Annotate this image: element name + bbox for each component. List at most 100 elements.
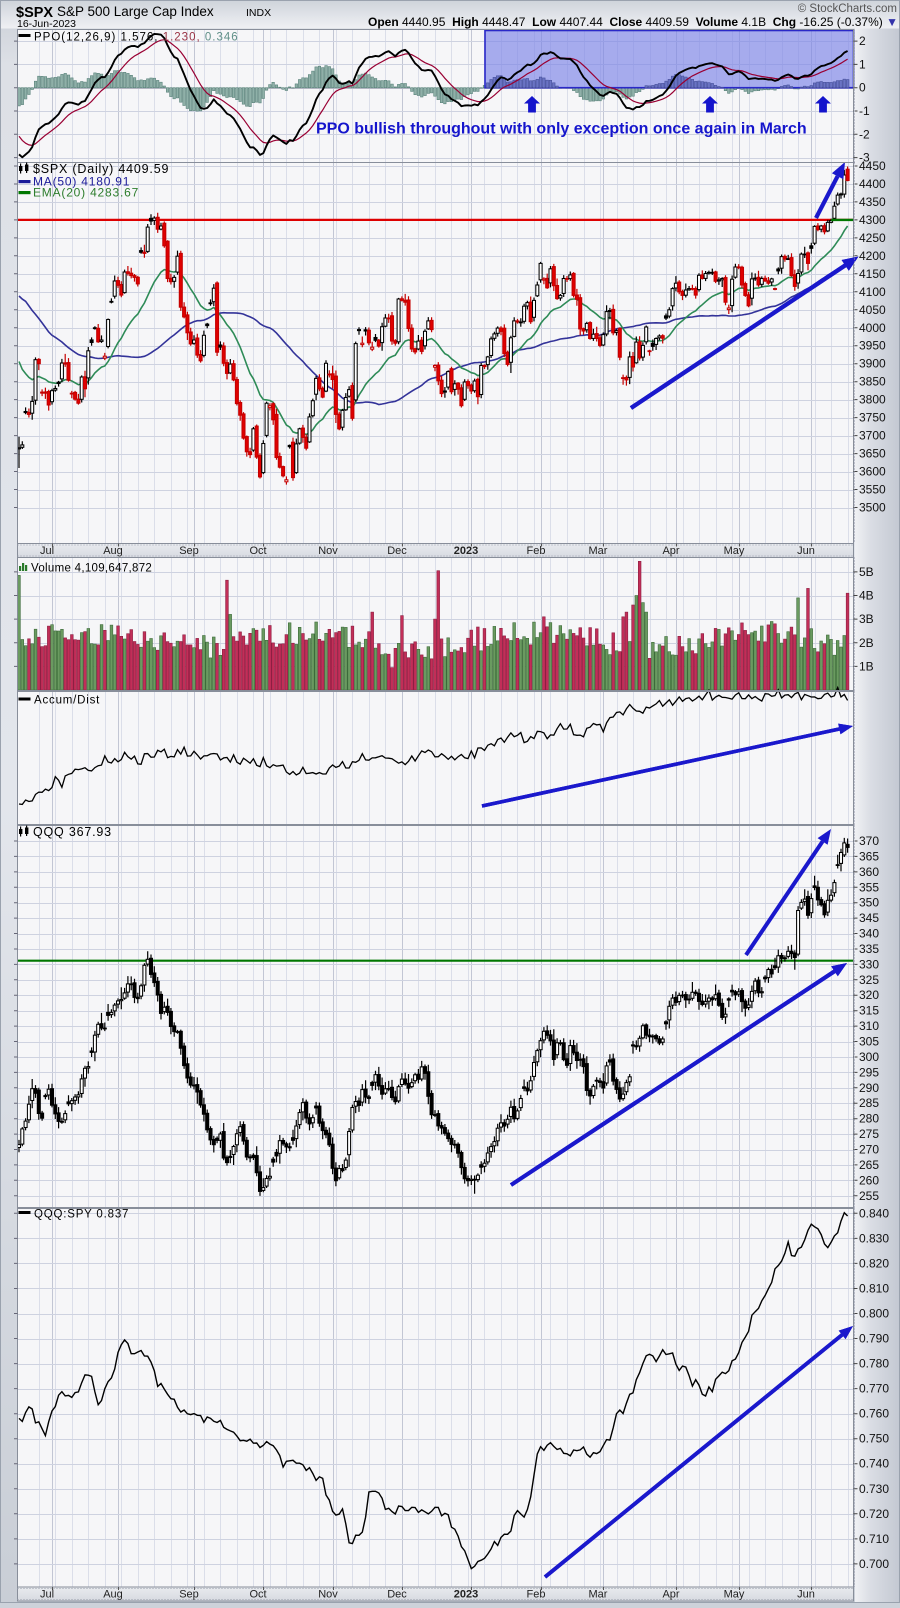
svg-text:345: 345 (859, 911, 879, 925)
svg-text:3800: 3800 (859, 393, 886, 407)
svg-text:3700: 3700 (859, 429, 886, 443)
svg-text:2023: 2023 (454, 545, 478, 557)
svg-text:0.730: 0.730 (859, 1482, 889, 1496)
svg-text:Mar: Mar (589, 1589, 608, 1601)
svg-text:4000: 4000 (859, 321, 886, 335)
svg-text:Jun: Jun (797, 1589, 815, 1601)
svg-text:3500: 3500 (859, 501, 886, 515)
svg-text:Sep: Sep (179, 1589, 199, 1601)
svg-text:335: 335 (859, 942, 879, 956)
svg-text:0.810: 0.810 (859, 1282, 889, 1296)
svg-text:4100: 4100 (859, 285, 886, 299)
svg-text:0.700: 0.700 (859, 1557, 889, 1571)
svg-text:© StockCharts.com: © StockCharts.com (798, 3, 897, 15)
svg-text:0.740: 0.740 (859, 1457, 889, 1471)
svg-text:Nov: Nov (318, 545, 338, 557)
svg-text:Apr: Apr (662, 545, 679, 557)
svg-text:Dec: Dec (387, 545, 407, 557)
svg-text:3550: 3550 (859, 483, 886, 497)
svg-text:340: 340 (859, 927, 879, 941)
svg-text:May: May (724, 545, 745, 557)
svg-text:Oct: Oct (249, 1589, 266, 1601)
svg-text:Nov: Nov (318, 1589, 338, 1601)
svg-text:0.720: 0.720 (859, 1507, 889, 1521)
svg-text:S&P 500 Large Cap Index: S&P 500 Large Cap Index (57, 4, 214, 19)
svg-text:0.800: 0.800 (859, 1307, 889, 1321)
svg-text:Feb: Feb (527, 1589, 546, 1601)
svg-text:255: 255 (859, 1189, 879, 1203)
svg-text:315: 315 (859, 1004, 879, 1018)
svg-text:4450: 4450 (859, 159, 886, 173)
svg-text:Accum/Dist: Accum/Dist (34, 695, 100, 707)
svg-text:285: 285 (859, 1096, 879, 1110)
svg-text:4250: 4250 (859, 231, 886, 245)
svg-text:260: 260 (859, 1173, 879, 1187)
svg-text:Aug: Aug (103, 545, 123, 557)
svg-text:0.710: 0.710 (859, 1532, 889, 1546)
svg-text:4400: 4400 (859, 177, 886, 191)
svg-text:0.770: 0.770 (859, 1382, 889, 1396)
svg-text:3650: 3650 (859, 447, 886, 461)
svg-text:PPO bullish throughout with on: PPO bullish throughout with only excepti… (316, 121, 807, 138)
svg-text:0.830: 0.830 (859, 1231, 889, 1245)
svg-text:0.750: 0.750 (859, 1432, 889, 1446)
svg-text:Jul: Jul (40, 1589, 54, 1601)
svg-text:Jun: Jun (797, 545, 815, 557)
svg-text:Aug: Aug (103, 1589, 123, 1601)
svg-text:265: 265 (859, 1158, 879, 1172)
svg-text:365: 365 (859, 849, 879, 863)
svg-text:Open 4440.95 High 4448.47 Lo: Open 4440.95 High 4448.47 Low 4407.44 Cl… (368, 15, 898, 29)
svg-text:May: May (724, 1589, 745, 1601)
svg-text:0.760: 0.760 (859, 1407, 889, 1421)
svg-text:4150: 4150 (859, 267, 886, 281)
svg-text:QQQ:SPY 0.837: QQQ:SPY 0.837 (34, 1209, 129, 1221)
svg-text:0: 0 (859, 81, 866, 95)
svg-text:330: 330 (859, 957, 879, 971)
svg-text:Oct: Oct (249, 545, 266, 557)
svg-text:280: 280 (859, 1112, 879, 1126)
svg-text:4050: 4050 (859, 303, 886, 317)
svg-text:305: 305 (859, 1035, 879, 1049)
svg-text:Jul: Jul (40, 545, 54, 557)
svg-text:4300: 4300 (859, 213, 886, 227)
svg-text:4350: 4350 (859, 195, 886, 209)
svg-text:275: 275 (859, 1127, 879, 1141)
svg-text:1B: 1B (859, 659, 874, 673)
svg-text:360: 360 (859, 865, 879, 879)
svg-text:350: 350 (859, 896, 879, 910)
svg-text:0.820: 0.820 (859, 1256, 889, 1270)
svg-text:300: 300 (859, 1050, 879, 1064)
svg-text:3850: 3850 (859, 375, 886, 389)
svg-text:4B: 4B (859, 589, 874, 603)
svg-text:0.840: 0.840 (859, 1206, 889, 1220)
svg-text:3900: 3900 (859, 357, 886, 371)
svg-text:Dec: Dec (387, 1589, 407, 1601)
svg-text:2B: 2B (859, 636, 874, 650)
svg-text:INDX: INDX (246, 7, 271, 19)
svg-text:3750: 3750 (859, 411, 886, 425)
svg-text:270: 270 (859, 1143, 879, 1157)
svg-text:310: 310 (859, 1019, 879, 1033)
svg-text:290: 290 (859, 1081, 879, 1095)
svg-text:320: 320 (859, 988, 879, 1002)
svg-text:Volume 4,109,647,872: Volume 4,109,647,872 (31, 563, 152, 575)
svg-text:355: 355 (859, 880, 879, 894)
svg-text:3600: 3600 (859, 465, 886, 479)
svg-text:Sep: Sep (179, 545, 199, 557)
svg-text:Feb: Feb (527, 545, 546, 557)
svg-text:5B: 5B (859, 565, 874, 579)
svg-text:0.790: 0.790 (859, 1332, 889, 1346)
svg-text:Apr: Apr (662, 1589, 679, 1601)
svg-text:325: 325 (859, 973, 879, 987)
svg-text:2023: 2023 (454, 1589, 478, 1601)
svg-text:2: 2 (859, 34, 866, 48)
svg-text:16-Jun-2023: 16-Jun-2023 (17, 18, 76, 30)
svg-text:-2: -2 (859, 127, 870, 141)
svg-text:4200: 4200 (859, 249, 886, 263)
svg-text:QQQ 367.93: QQQ 367.93 (33, 825, 112, 839)
svg-text:295: 295 (859, 1065, 879, 1079)
svg-text:1: 1 (859, 57, 866, 71)
svg-text:0.780: 0.780 (859, 1357, 889, 1371)
svg-text:EMA(20) 4283.67: EMA(20) 4283.67 (33, 186, 139, 200)
svg-text:-1: -1 (859, 104, 870, 118)
